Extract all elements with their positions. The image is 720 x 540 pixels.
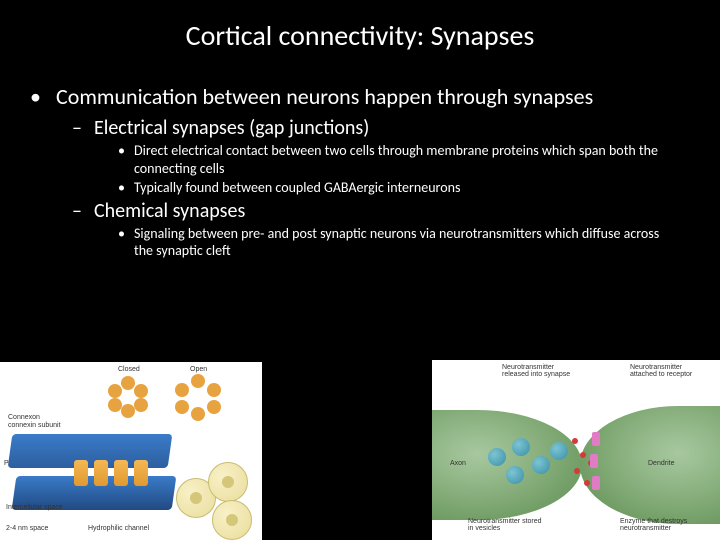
intercellular-label: Intercellular space [6, 504, 63, 511]
connexon-channel-icon [94, 460, 108, 486]
neurotransmitter-icon [584, 480, 590, 486]
bullet-level1: • Communication between neurons happen t… [30, 83, 690, 110]
bullet-text: Direct electrical contact between two ce… [134, 142, 690, 177]
attached-label: Neurotransmitter attached to receptor [630, 364, 710, 378]
enzyme-label: Enzyme that destroys neurotransmitter [620, 518, 710, 532]
bullet-text: Signaling between pre- and post synaptic… [134, 225, 690, 260]
dendrite-label: Dendrite [648, 460, 674, 467]
bullet-level3: • Signaling between pre- and post synapt… [118, 225, 690, 260]
content-area: • Communication between neurons happen t… [0, 63, 720, 260]
bullet-level2: – Chemical synapses [72, 199, 690, 223]
connexon-channel-icon [134, 460, 148, 486]
vesicle-icon [550, 442, 568, 460]
released-label: Neurotransmitter released into synapse [502, 364, 572, 378]
bullet-level3: • Typically found between coupled GABAer… [118, 179, 690, 197]
bullet-marker: • [30, 83, 56, 110]
bullet-text: Communication between neurons happen thr… [56, 83, 593, 110]
stored-label: Neurotransmitter stored in vesicles [468, 518, 548, 532]
bullet-marker: • [118, 225, 134, 260]
neurotransmitter-icon [574, 468, 580, 474]
connexon-closed-icon [108, 376, 148, 416]
connexon-open-icon [178, 376, 218, 416]
connexin-label: connexin subunit [8, 422, 61, 429]
receptor-icon [592, 432, 600, 446]
bullet-text: Typically found between coupled GABAergi… [134, 179, 480, 197]
connexon-label: Connexon [8, 414, 40, 421]
bullet-marker: • [118, 142, 134, 177]
neurotransmitter-icon [572, 438, 578, 444]
closed-label: Closed [118, 366, 140, 373]
figure-row: Closed Open Connexon connexin subunit Pl… [0, 360, 720, 540]
bullet-marker: – [72, 116, 94, 140]
axon-label: Axon [450, 460, 466, 467]
cell-icon [212, 500, 252, 540]
vesicle-icon [506, 466, 524, 484]
bullet-text: Chemical synapses [94, 199, 245, 223]
bullet-marker: • [118, 179, 134, 197]
bullet-level3: • Direct electrical contact between two … [118, 142, 690, 177]
connexon-channel-icon [114, 460, 128, 486]
receptor-icon [592, 476, 600, 490]
bullet-text: Electrical synapses (gap junctions) [94, 116, 369, 140]
connexon-channel-icon [74, 460, 88, 486]
vesicle-icon [512, 438, 530, 456]
open-label: Open [190, 366, 207, 373]
chemical-synapse-figure: Neurotransmitter released into synapse N… [432, 360, 720, 540]
neurotransmitter-icon [580, 452, 586, 458]
slide-title: Cortical connectivity: Synapses [0, 0, 720, 63]
vesicle-icon [532, 456, 550, 474]
channel-label: Hydrophilic channel [88, 525, 149, 532]
bullet-marker: – [72, 199, 94, 223]
bullet-level2: – Electrical synapses (gap junctions) [72, 116, 690, 140]
gap-label: 2-4 nm space [6, 525, 48, 532]
receptor-icon [590, 454, 598, 468]
cell-icon [208, 462, 248, 502]
gap-junction-figure: Closed Open Connexon connexin subunit Pl… [0, 362, 262, 540]
vesicle-icon [488, 448, 506, 466]
